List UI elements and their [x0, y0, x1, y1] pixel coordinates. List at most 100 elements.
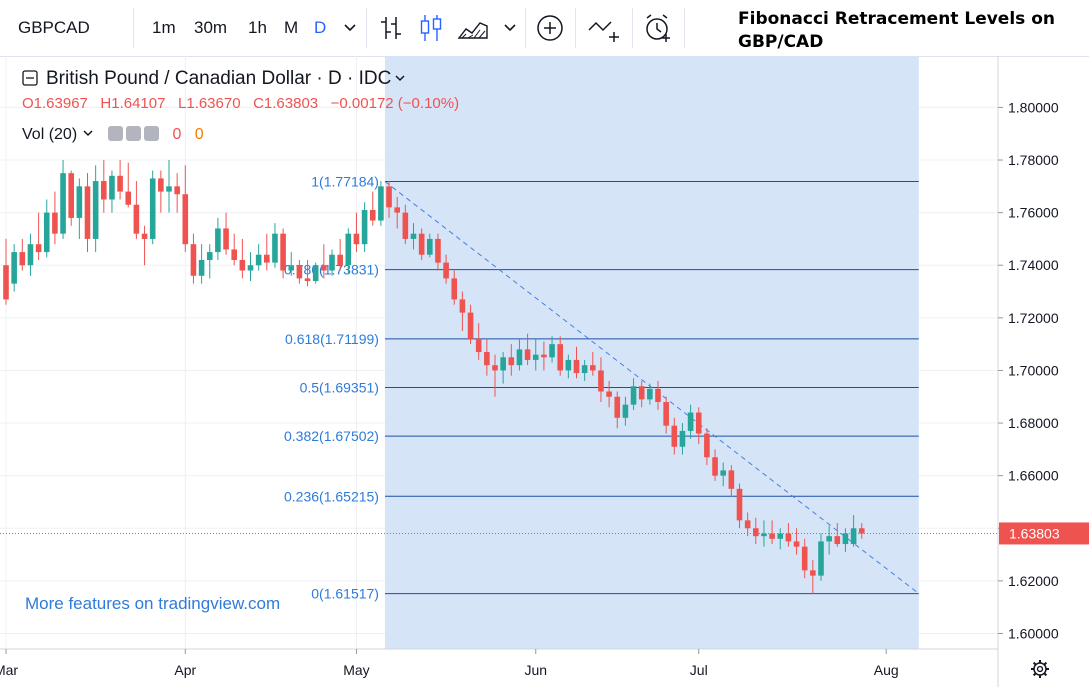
chart-axes: 1.600001.620001.640001.660001.680001.700… [0, 56, 1089, 687]
candle-body [622, 404, 629, 418]
candle-body [524, 349, 531, 360]
candle-body [101, 181, 107, 200]
candle-body [704, 433, 710, 458]
candle-body [581, 365, 588, 374]
volume-indicator-label[interactable]: Vol (20) [22, 126, 78, 143]
last-price-tag-label: 1.63803 [1009, 525, 1060, 541]
candle-body [206, 252, 213, 260]
gear-icon-tooth [1043, 672, 1048, 677]
interval-D-button[interactable]: D [314, 18, 327, 37]
eye-icon[interactable] [108, 126, 124, 141]
time-tick-label: Jul [690, 662, 708, 678]
candle-body [117, 175, 123, 192]
legend-volume-row: Vol (20) 0 0 [22, 126, 204, 144]
fib-level-label: 0(1.61517) [311, 586, 379, 602]
candle-body [76, 186, 83, 218]
candle-body [565, 359, 572, 371]
candle-body [43, 212, 50, 253]
candle-body [272, 233, 278, 263]
legend-instrument[interactable]: British Pound / Canadian Dollar · D · ID… [46, 68, 392, 89]
legend-open: O1.63967 [22, 95, 88, 112]
compare-icon[interactable] [587, 14, 623, 44]
candle-body [785, 533, 792, 542]
collapse-legend-icon[interactable] [22, 70, 38, 86]
candle-body [239, 259, 246, 271]
candle-body [166, 186, 172, 192]
candle-body [647, 388, 653, 400]
fib-trend-line [384, 181, 920, 594]
time-tick-label: Aug [874, 662, 899, 678]
interval-30m-button[interactable]: 30m [194, 18, 228, 37]
add-indicator-icon[interactable] [536, 14, 564, 42]
candle-body [492, 365, 498, 371]
legend-high: H1.64107 [100, 95, 166, 112]
interval-1m-button[interactable]: 1m [152, 18, 176, 37]
candle-body [27, 244, 34, 266]
price-tick-label: 1.78000 [1008, 152, 1059, 168]
interval-1h-button[interactable]: 1h [248, 18, 267, 37]
price-chart[interactable]: 1(1.77184)0.786(1.73831)0.618(1.71199)0.… [0, 56, 1089, 687]
gear-icon-ring [1033, 662, 1047, 676]
candle-body [60, 173, 66, 234]
candle-body [52, 212, 58, 234]
candles-icon[interactable] [418, 13, 444, 43]
interval-M-button[interactable]: M [284, 18, 299, 37]
candle-body [321, 265, 327, 271]
gear-icon[interactable] [1031, 660, 1049, 678]
close-icon[interactable] [144, 126, 160, 141]
chevron-down-icon[interactable] [82, 127, 94, 139]
candle-body [712, 457, 718, 476]
candle-body [777, 533, 784, 539]
top-toolbar: GBPCAD 1m 30m 1h M D Fibonacci Retraceme… [0, 0, 1089, 57]
candle-body [834, 536, 841, 545]
price-tick-label: 1.72000 [1008, 310, 1059, 326]
time-tick-label: Apr [174, 662, 196, 678]
fib-level-label: 0.236(1.65215) [284, 488, 379, 504]
candle-body [264, 254, 270, 263]
tradingview-watermark-link[interactable]: More features on tradingview.com [25, 594, 281, 613]
candle-body [842, 533, 849, 545]
candle-body [361, 210, 368, 245]
candle-body [801, 546, 808, 571]
bar-style-icon[interactable] [378, 14, 404, 42]
candle-body [337, 254, 343, 266]
annotation-title-line1: Fibonacci Retracement Levels on [738, 9, 1055, 29]
candle-body [687, 412, 694, 431]
last-price-tag [999, 522, 1089, 545]
gear-icon[interactable] [126, 126, 142, 141]
chevron-down-icon[interactable] [503, 21, 517, 35]
area-chart-icon[interactable] [457, 14, 489, 42]
candle-body [231, 249, 237, 260]
fibonacci-retracement: 1(1.77184)0.786(1.73831)0.618(1.71199)0.… [284, 56, 920, 649]
legend-change: −0.00172 (−0.10%) [330, 95, 460, 112]
candle-body [394, 207, 400, 213]
time-tick-label: Jun [524, 662, 547, 678]
candle-body [484, 352, 490, 366]
candle-body [288, 265, 295, 271]
annotation-title-line2: GBP/CAD [738, 32, 824, 52]
candle-body [695, 412, 702, 434]
candle-body [133, 204, 140, 234]
candle-body [451, 278, 458, 300]
candle-body [663, 402, 669, 426]
price-tick-label: 1.76000 [1008, 205, 1059, 221]
candle-body [638, 386, 645, 400]
toolbar-separator [632, 8, 633, 48]
candle-body [304, 278, 311, 282]
chevron-down-icon[interactable] [394, 72, 406, 84]
candle-body [223, 228, 229, 250]
toolbar-separator [133, 8, 134, 48]
alert-icon[interactable] [642, 12, 674, 44]
toolbar-separator [684, 8, 685, 48]
candle-body [84, 186, 91, 239]
fib-level-label: 0.5(1.69351) [300, 380, 379, 396]
candle-body [174, 186, 180, 195]
symbol-search-button[interactable]: GBPCAD [18, 18, 90, 37]
candle-body [215, 228, 221, 253]
candle-body [720, 470, 726, 476]
volume-ma-value: 0 [194, 126, 204, 143]
chevron-down-icon[interactable] [343, 21, 357, 35]
candle-body [35, 244, 42, 253]
toolbar-separator [575, 8, 576, 48]
candle-body [541, 354, 547, 358]
